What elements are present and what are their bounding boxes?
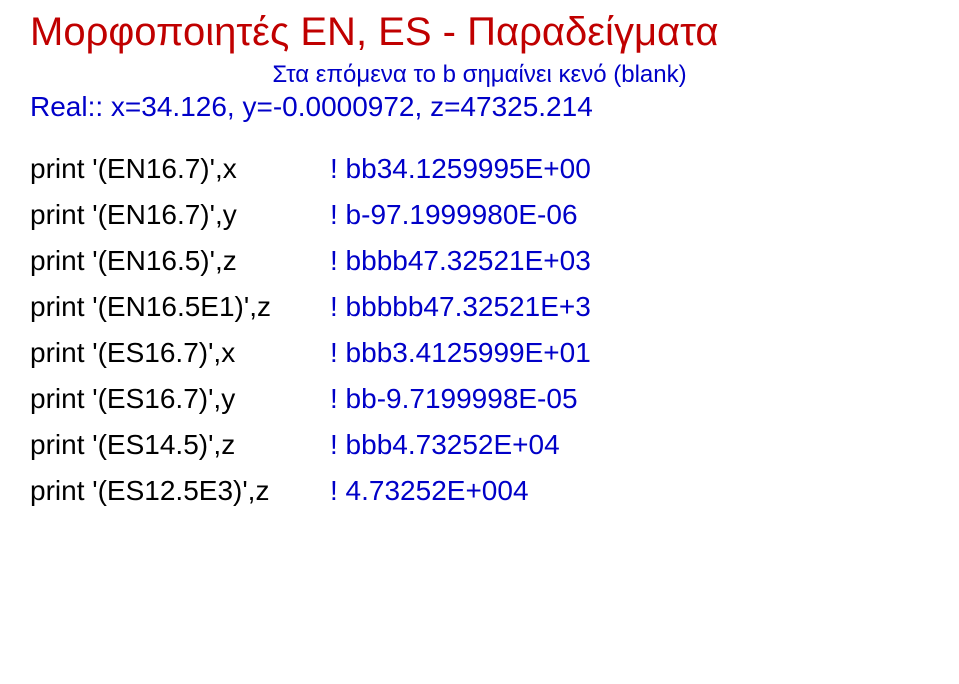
- print-statement: print '(EN16.5E1)',z: [30, 291, 330, 323]
- print-statement: print '(ES14.5)',z: [30, 429, 330, 461]
- slide-title: Μορφοποιητές EN, ES - Παραδείγματα: [30, 10, 929, 55]
- output-comment: ! 4.73252E+004: [330, 475, 529, 507]
- print-statement: print '(ES16.7)',y: [30, 383, 330, 415]
- slide-subtitle: Στα επόμενα το b σημαίνει κενό (blank): [30, 61, 929, 89]
- slide: Μορφοποιητές EN, ES - Παραδείγματα Στα ε…: [0, 0, 959, 684]
- print-statement: print '(EN16.7)',y: [30, 199, 330, 231]
- print-statement: print '(ES16.7)',x: [30, 337, 330, 369]
- output-comment: ! bb-9.7199998E-05: [330, 383, 578, 415]
- output-comment: ! bbb4.73252E+04: [330, 429, 560, 461]
- code-row: print '(EN16.7)',x ! bb34.1259995E+00: [30, 153, 929, 185]
- output-comment: ! bbbbb47.32521E+3: [330, 291, 591, 323]
- print-statement: print '(EN16.7)',x: [30, 153, 330, 185]
- code-row: print '(EN16.7)',y ! b-97.1999980E-06: [30, 199, 929, 231]
- output-comment: ! bbb3.4125999E+01: [330, 337, 591, 369]
- declaration-line: Real:: x=34.126, y=-0.0000972, z=47325.2…: [30, 91, 929, 123]
- print-statement: print '(ES12.5E3)',z: [30, 475, 330, 507]
- code-row: print '(EN16.5E1)',z ! bbbbb47.32521E+3: [30, 291, 929, 323]
- code-row: print '(ES14.5)',z ! bbb4.73252E+04: [30, 429, 929, 461]
- code-row: print '(ES12.5E3)',z ! 4.73252E+004: [30, 475, 929, 507]
- code-row: print '(ES16.7)',x ! bbb3.4125999E+01: [30, 337, 929, 369]
- code-row: print '(EN16.5)',z ! bbbb47.32521E+03: [30, 245, 929, 277]
- output-comment: ! bb34.1259995E+00: [330, 153, 591, 185]
- code-row: print '(ES16.7)',y ! bb-9.7199998E-05: [30, 383, 929, 415]
- print-statement: print '(EN16.5)',z: [30, 245, 330, 277]
- output-comment: ! bbbb47.32521E+03: [330, 245, 591, 277]
- output-comment: ! b-97.1999980E-06: [330, 199, 578, 231]
